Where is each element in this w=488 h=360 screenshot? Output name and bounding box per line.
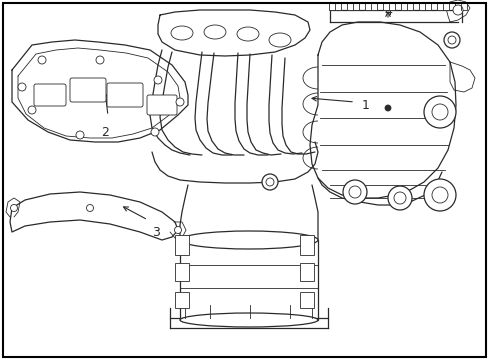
Circle shape (447, 36, 455, 44)
Circle shape (86, 204, 93, 212)
Circle shape (423, 96, 455, 128)
Circle shape (154, 76, 162, 84)
Bar (364, 2, 376, 10)
Bar (400, 2, 412, 10)
Bar (175, 263, 189, 281)
Bar (418, 2, 430, 10)
Bar (175, 235, 189, 255)
Circle shape (443, 32, 459, 48)
Text: 3: 3 (152, 226, 160, 239)
Circle shape (348, 186, 360, 198)
Circle shape (452, 5, 462, 15)
Ellipse shape (180, 313, 317, 327)
Circle shape (96, 56, 104, 64)
Circle shape (431, 187, 447, 203)
Bar (436, 2, 448, 10)
Circle shape (265, 178, 273, 186)
Bar (299, 263, 313, 281)
Text: 2: 2 (101, 126, 109, 139)
Circle shape (10, 204, 18, 212)
Bar (299, 292, 313, 308)
Circle shape (387, 186, 411, 210)
Ellipse shape (203, 25, 225, 39)
Ellipse shape (268, 33, 290, 47)
Circle shape (18, 83, 26, 91)
Bar (299, 235, 313, 255)
Circle shape (151, 128, 159, 136)
Circle shape (431, 104, 447, 120)
Circle shape (76, 131, 84, 139)
Circle shape (176, 98, 183, 106)
Circle shape (262, 174, 278, 190)
FancyBboxPatch shape (107, 83, 142, 107)
Circle shape (174, 226, 181, 234)
Circle shape (28, 106, 36, 114)
Circle shape (384, 105, 390, 111)
Circle shape (393, 192, 405, 204)
FancyBboxPatch shape (70, 78, 106, 102)
Bar (328, 2, 340, 10)
Text: 4: 4 (383, 5, 391, 18)
Ellipse shape (180, 231, 317, 249)
Ellipse shape (237, 27, 259, 41)
Bar (454, 2, 466, 10)
Bar (180, 240, 317, 320)
Bar (346, 2, 358, 10)
FancyBboxPatch shape (34, 84, 66, 106)
Bar (382, 2, 394, 10)
Circle shape (423, 179, 455, 211)
Circle shape (342, 180, 366, 204)
Ellipse shape (171, 26, 193, 40)
Text: 1: 1 (361, 99, 369, 112)
Bar (175, 292, 189, 308)
Circle shape (38, 56, 46, 64)
FancyBboxPatch shape (147, 95, 177, 115)
